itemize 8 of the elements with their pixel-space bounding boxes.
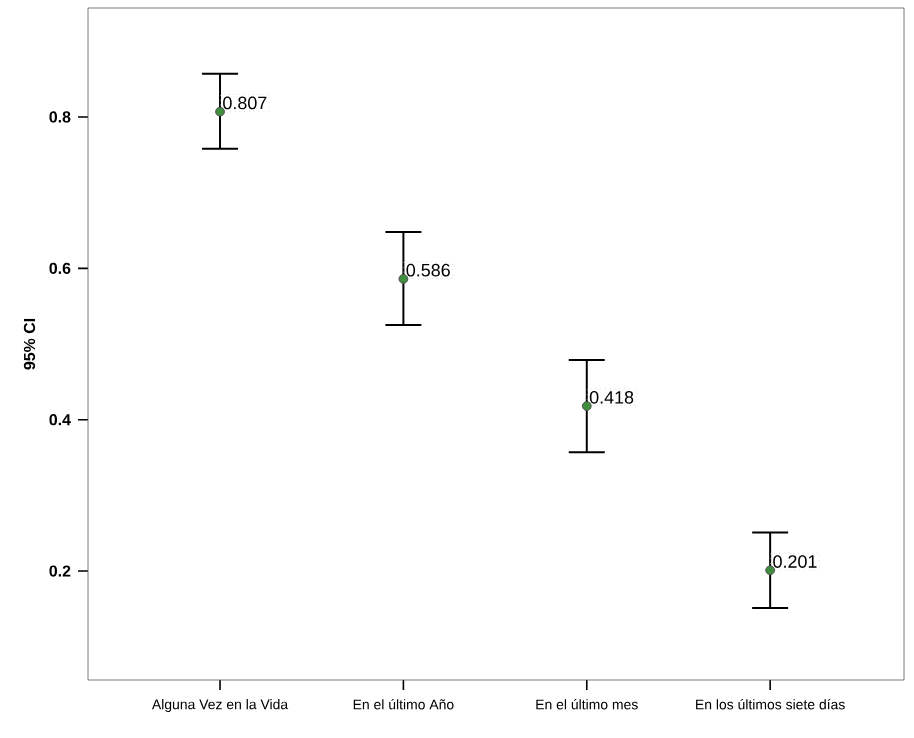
point — [398, 274, 409, 284]
data-label: 0.586 — [406, 263, 450, 277]
point — [765, 565, 776, 576]
point — [215, 106, 225, 117]
data-label: 0.418 — [589, 390, 634, 404]
data-label: 0.807 — [223, 96, 267, 110]
point — [581, 401, 592, 411]
data-label: 0.201 — [773, 555, 817, 568]
